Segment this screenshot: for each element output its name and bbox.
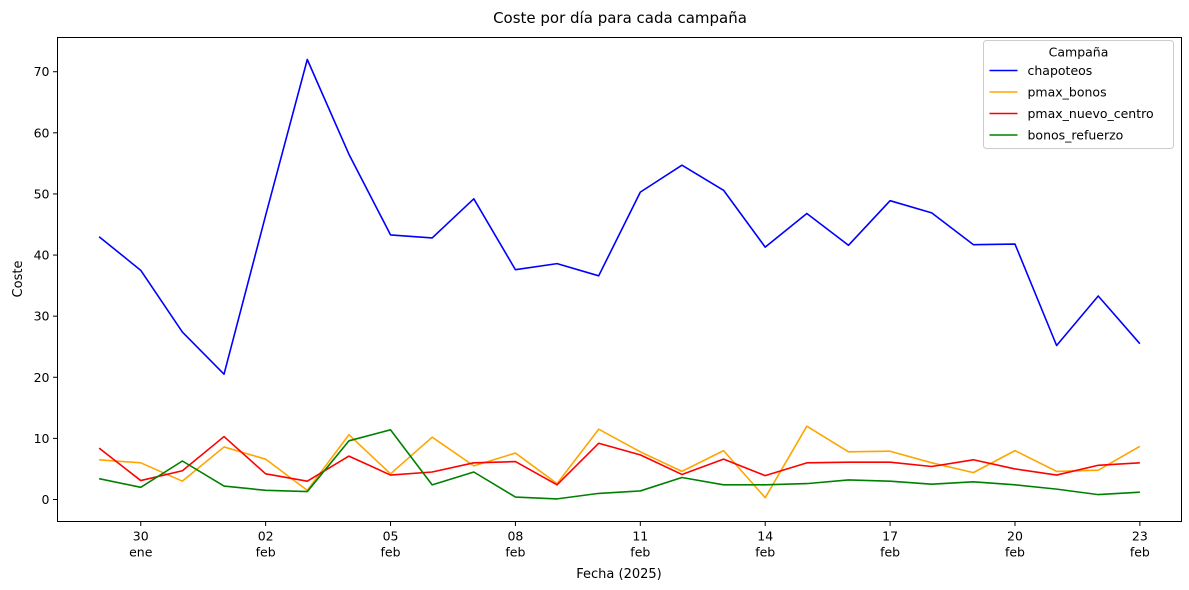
y-axis: 0 10 20 30 40 50 60 70	[34, 64, 58, 507]
series-line-chapoteos	[98, 58, 1141, 376]
x-tick-day-label: 23	[1132, 529, 1148, 544]
x-tick-day-label: 02	[258, 529, 274, 544]
x-tick-month-label: feb	[381, 545, 401, 560]
x-tick-month-label: feb	[755, 545, 775, 560]
y-tick-label: 20	[34, 370, 50, 385]
series-line-bonos_refuerzo	[98, 429, 1140, 500]
legend-entry-pmax_nuevo_centro: pmax_nuevo_centro	[1028, 106, 1154, 121]
x-tick-month-label: feb	[630, 545, 650, 560]
x-axis: 30ene02feb05feb08feb11feb14feb17feb20feb…	[129, 521, 1150, 560]
x-tick-day-label: 17	[882, 529, 898, 544]
y-tick-label: 0	[42, 492, 50, 507]
y-tick-label: 60	[34, 125, 50, 140]
series-line-pmax_bonos	[99, 425, 1141, 499]
x-axis-label: Fecha (2025)	[576, 567, 661, 582]
x-tick-day-label: 20	[1007, 529, 1023, 544]
legend: Campaña chapoteos pmax_bonos pmax_nuevo_cen…	[983, 40, 1174, 149]
x-tick-month-label: feb	[256, 545, 276, 560]
legend-box	[983, 40, 1174, 149]
legend-entry-pmax_bonos: pmax_bonos	[1028, 85, 1107, 100]
x-tick-day-label: 08	[507, 529, 523, 544]
x-tick-day-label: 05	[383, 529, 399, 544]
plot-frame	[57, 37, 1182, 522]
plot-area	[98, 58, 1141, 500]
y-tick-label: 50	[34, 186, 50, 201]
x-tick-month-label: feb	[1130, 545, 1150, 560]
series-line-pmax_nuevo_centro	[98, 435, 1140, 486]
y-axis-label: Coste	[11, 261, 26, 298]
y-tick-label: 70	[34, 64, 50, 79]
y-tick-label: 10	[34, 431, 50, 446]
y-tick-label: 40	[34, 248, 50, 263]
legend-title: Campaña	[1049, 45, 1109, 60]
x-tick-month-label: ene	[129, 545, 153, 560]
chart-title: Coste por día para cada campaña	[493, 9, 747, 27]
x-tick-month-label: feb	[505, 545, 525, 560]
x-tick-month-label: feb	[1005, 545, 1025, 560]
x-tick-day-label: 30	[133, 529, 149, 544]
x-tick-month-label: feb	[880, 545, 900, 560]
y-tick-label: 30	[34, 309, 50, 324]
legend-entry-chapoteos: chapoteos	[1028, 63, 1093, 78]
legend-entry-bonos_refuerzo: bonos_refuerzo	[1028, 128, 1124, 143]
x-tick-day-label: 14	[757, 529, 773, 544]
x-tick-day-label: 11	[632, 529, 648, 544]
